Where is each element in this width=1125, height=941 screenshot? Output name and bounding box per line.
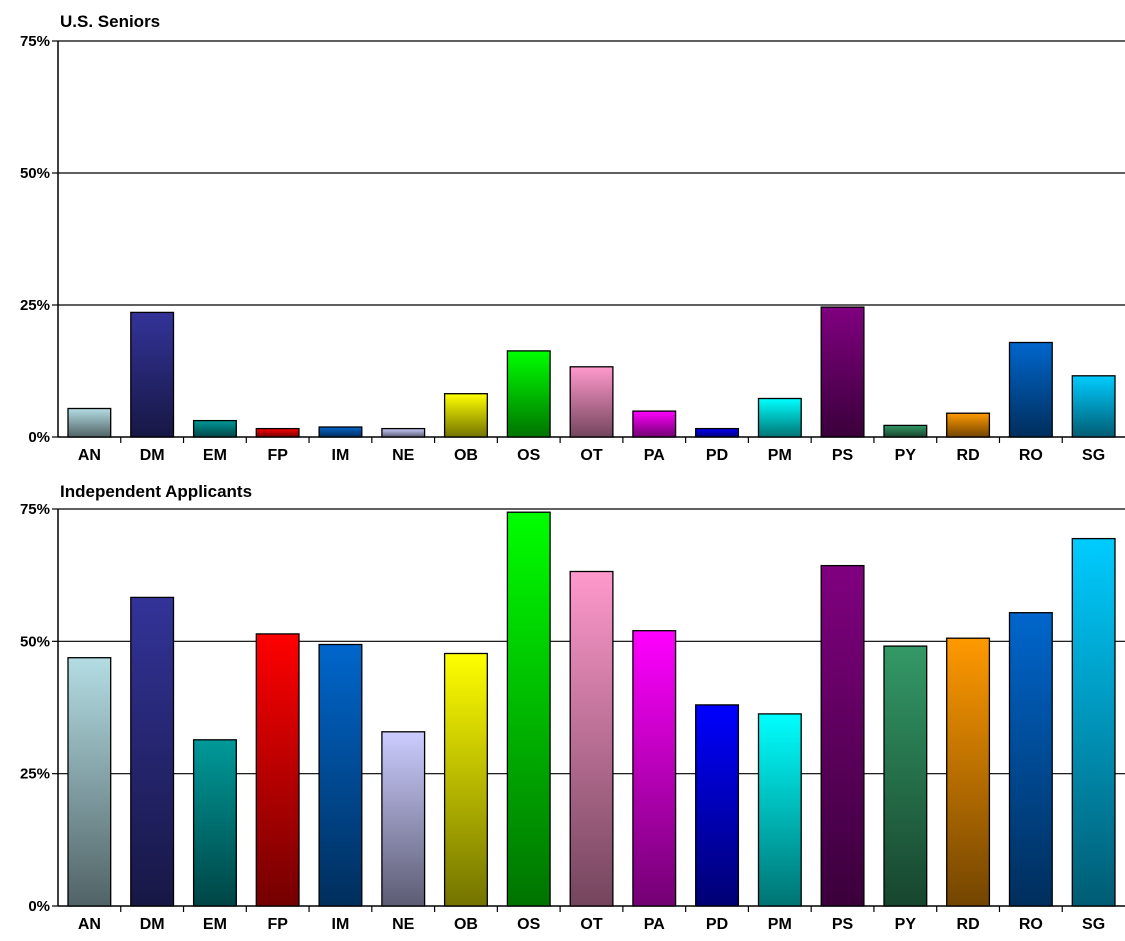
bar-os (506, 350, 551, 438)
chart-title: Independent Applicants (60, 482, 252, 501)
bar-an (67, 407, 112, 438)
bar-im (318, 643, 363, 907)
x-tick-label: RD (957, 447, 980, 464)
bar-ob (443, 652, 488, 907)
y-tick-label: 25% (20, 297, 50, 314)
bar-ne (381, 427, 426, 438)
y-tick-label: 0% (28, 429, 50, 446)
bar-sg (1071, 375, 1116, 438)
bar-fp (255, 633, 300, 907)
chart-title: U.S. Seniors (60, 12, 160, 31)
bar-py (883, 424, 928, 438)
bar-im (318, 426, 363, 438)
bar-em (192, 739, 237, 907)
bar-pm (757, 397, 802, 438)
bar-ro (1008, 612, 1053, 907)
bar-ps (820, 306, 865, 438)
x-tick-label: AN (78, 447, 101, 464)
bar-sg (1071, 537, 1116, 907)
x-tick-label: PD (706, 916, 728, 933)
bar-ne (381, 731, 426, 907)
y-tick-label: 75% (20, 33, 50, 50)
bar-pa (632, 630, 677, 907)
y-tick-label: 0% (28, 898, 50, 915)
x-tick-label: PD (706, 447, 728, 464)
bar-ro (1008, 341, 1053, 438)
bar-py (883, 645, 928, 907)
bar-rd (946, 412, 991, 438)
x-tick-label: OT (580, 447, 602, 464)
x-tick-label: DM (140, 916, 165, 933)
x-tick-label: OS (517, 916, 540, 933)
x-tick-label: PS (832, 447, 854, 464)
bar-dm (130, 311, 175, 438)
bar-em (192, 419, 237, 438)
bar-ps (820, 564, 865, 907)
x-tick-label: FP (267, 916, 288, 933)
x-tick-label: PM (768, 447, 792, 464)
x-tick-label: DM (140, 447, 165, 464)
x-tick-label: OB (454, 916, 478, 933)
x-tick-label: PA (644, 447, 665, 464)
x-tick-label: PM (768, 916, 792, 933)
x-tick-label: NE (392, 916, 415, 933)
x-tick-label: PS (832, 916, 854, 933)
x-tick-label: IM (332, 916, 350, 933)
x-tick-label: OB (454, 447, 478, 464)
bar-pa (632, 410, 677, 438)
bar-pm (757, 713, 802, 907)
x-tick-label: SG (1082, 447, 1105, 464)
bar-fp (255, 427, 300, 438)
y-tick-label: 50% (20, 633, 50, 650)
bar-pd (695, 704, 740, 907)
bar-os (506, 511, 551, 907)
x-tick-label: PA (644, 916, 665, 933)
x-tick-label: EM (203, 447, 227, 464)
y-tick-label: 25% (20, 766, 50, 783)
bar-ot (569, 570, 614, 907)
us-seniors-chart: U.S. Seniors 0% 25% 50% 75% AN DM EM FP IM NE OB OS O… (20, 12, 1125, 464)
x-tick-label: SG (1082, 916, 1105, 933)
x-tick-label: OS (517, 447, 540, 464)
bar-dm (130, 596, 175, 907)
bar-an (67, 657, 112, 907)
x-tick-label: AN (78, 916, 101, 933)
x-tick-label: NE (392, 447, 415, 464)
bar-pd (695, 427, 740, 438)
x-tick-label: OT (580, 916, 602, 933)
y-tick-label: 75% (20, 501, 50, 518)
bar-ob (443, 393, 488, 438)
independent-applicants-chart: Independent Applicants 0% 25% 50% 75% AN DM EM F… (20, 482, 1125, 933)
x-tick-label: RD (957, 916, 980, 933)
x-tick-label: RO (1019, 916, 1043, 933)
x-tick-label: IM (332, 447, 350, 464)
x-tick-label: EM (203, 916, 227, 933)
x-tick-label: PY (895, 916, 917, 933)
bar-rd (946, 637, 991, 907)
x-tick-label: FP (267, 447, 288, 464)
bar-ot (569, 366, 614, 438)
x-tick-label: RO (1019, 447, 1043, 464)
y-tick-label: 50% (20, 165, 50, 182)
x-tick-label: PY (895, 447, 917, 464)
